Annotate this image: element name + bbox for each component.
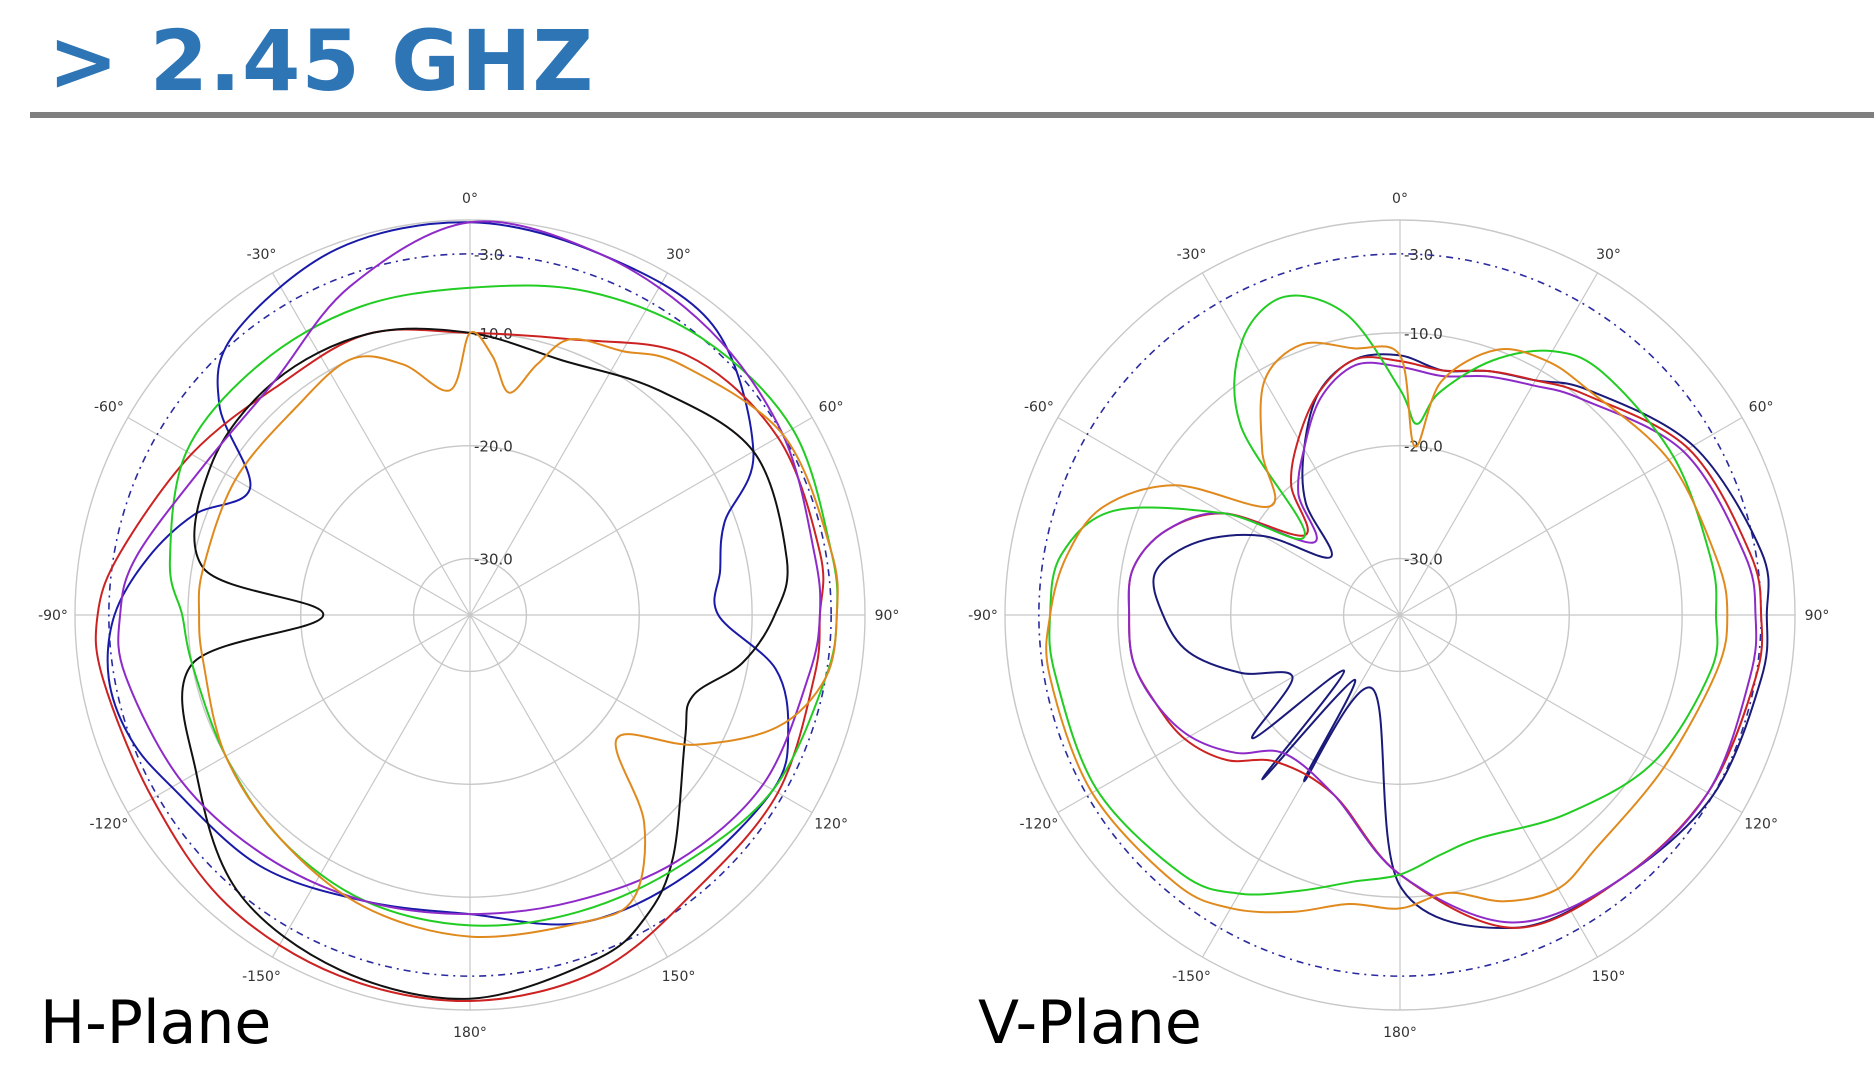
v-angle-label-10: -60° [1024,400,1054,416]
h-angle-label-7: -150° [242,969,281,985]
v-spoke-11 [1201,272,1401,616]
v-trace-2 [1127,361,1758,924]
v-plane-grid [1004,219,1796,1011]
h-spoke-7 [271,614,471,958]
h-spoke-10 [127,416,471,616]
v-trace-4 [1045,341,1729,914]
v-angle-label-4: 120° [1744,817,1778,833]
v-spoke-2 [1399,416,1743,616]
h-angle-label-0: 0° [462,191,478,207]
v-angle-label-8: -120° [1020,817,1059,833]
v-spoke-5 [1399,614,1599,958]
v-trace-3 [1048,294,1719,896]
v-angle-label-3: 90° [1805,608,1830,624]
title-divider [30,112,1874,118]
h-spoke-4 [469,614,813,814]
h-trace-4 [117,220,822,916]
h-angle-label-6: 180° [453,1025,487,1041]
v-ring-label-3: -30.0 [1404,551,1443,569]
h-spoke-2 [469,416,813,616]
h-trace-3 [168,284,839,927]
h-angle-label-2: 60° [819,400,844,416]
v-plane-label: V-Plane [978,988,1202,1058]
h-ring-label-0: -3.0 [474,246,503,264]
h-angle-label-9: -90° [38,608,68,624]
v-angle-label-5: 150° [1592,969,1626,985]
v-trace-0 [1152,353,1770,930]
v-angle-label-2: 60° [1749,400,1774,416]
v-angle-label-1: 30° [1596,247,1621,263]
v-angle-label-6: 180° [1383,1025,1417,1041]
h-trace-1 [94,328,825,1003]
h-angle-label-8: -120° [90,817,129,833]
h-ring-label-2: -20.0 [474,438,513,456]
v-angle-label-9: -90° [968,608,998,624]
h-angle-label-1: 30° [666,247,691,263]
h-angle-label-4: 120° [814,817,848,833]
h-plane-grid [74,219,866,1011]
v-spoke-8 [1057,614,1401,814]
h-angle-label-10: -60° [94,400,124,416]
v-plane-polar-svg: 0° 30° 60° 90° 120° 150° 180° -150° -120° -90° -60… [968,191,1830,1041]
v-ring-label-0: -3.0 [1404,246,1433,264]
v-angle-label-7: -150° [1172,969,1211,985]
v-spoke-10 [1057,416,1401,616]
v-ring-label-2: -20.0 [1404,438,1443,456]
h-plane-polar-chart: 0° 30° 60° 90° 120° 150° 180° -150° -120° -90° -60… [0,180,920,1060]
v-spoke-7 [1201,614,1401,958]
h-trace-5 [197,330,839,939]
v-ring-label-1: -10.0 [1404,325,1443,343]
h-plane-polar-svg: 0° 30° 60° 90° 120° 150° 180° -150° -120° -90° -60… [38,191,900,1041]
h-trace-2 [181,327,789,1000]
h-trace-0 [106,221,790,926]
h-spoke-1 [469,272,669,616]
h-ring-label-3: -30.0 [474,551,513,569]
h-angle-label-5: 150° [662,969,696,985]
h-spoke-11 [271,272,471,616]
h-angle-label-11: -30° [247,247,277,263]
v-plane-polar-chart: 0° 30° 60° 90° 120° 150° 180° -150° -120° -90° -60… [930,180,1850,1060]
h-spoke-5 [469,614,669,958]
v-spoke-4 [1399,614,1743,814]
v-angle-label-11: -30° [1177,247,1207,263]
v-angle-label-0: 0° [1392,191,1408,207]
h-angle-label-3: 90° [875,608,900,624]
h-spoke-8 [127,614,471,814]
h-reference-circle [108,253,832,977]
v-spoke-1 [1399,272,1599,616]
h-plane-label: H-Plane [40,988,272,1058]
slide-title: > 2.45 GHZ [48,12,595,110]
